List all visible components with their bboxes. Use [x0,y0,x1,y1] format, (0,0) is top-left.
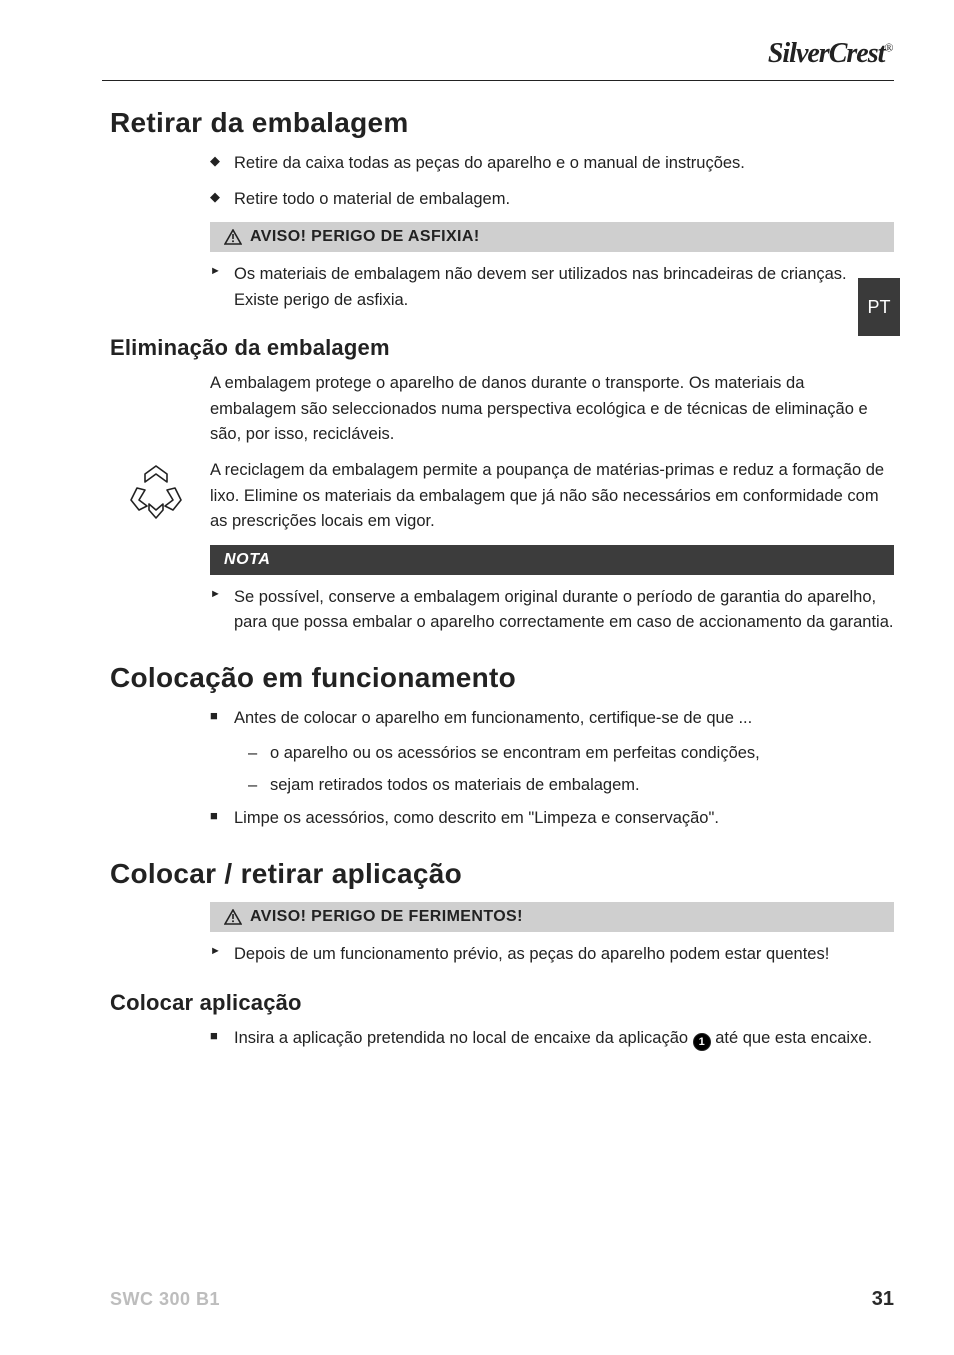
list-item: Depois de um funcionamento prévio, as pe… [210,942,894,968]
model-label: SWC 300 B1 [110,1289,220,1310]
section-title-attach: Colocar / retirar aplicação [110,858,894,890]
reference-badge: 1 [693,1033,711,1051]
operation-list-2: Limpe os acessórios, como descrito em "L… [210,806,894,832]
warning-list: Depois de um funcionamento prévio, as pe… [210,942,894,968]
list-item: Os materiais de embalagem não devem ser … [210,262,894,313]
operation-list: Antes de colocar o aparelho em funcionam… [210,706,894,732]
list-item: Retire todo o material de embalagem. [210,187,894,213]
section-title-disposal: Eliminação da embalagem [110,335,894,361]
brand-text: SilverCrest [768,38,885,69]
brand-logo: SilverCrest® [768,38,894,70]
paragraph: A embalagem protege o aparelho de danos … [210,371,894,448]
page-number: 31 [872,1288,894,1311]
list-item: Retire da caixa todas as peças do aparel… [210,151,894,177]
warning-bar-ferimentos: AVISO! PERIGO DE FERIMENTOS! [210,902,894,932]
list-item: sejam retirados todos os materiais de em… [248,773,894,799]
warning-bar-asfixia: AVISO! PERIGO DE ASFIXIA! [210,222,894,252]
section-title-insert: Colocar aplicação [110,990,894,1016]
warning-icon [224,909,242,925]
note-bar: NOTA [210,545,894,575]
warning-title: AVISO! PERIGO DE ASFIXIA! [250,228,480,246]
section-title-operation: Colocação em funcionamento [110,662,894,694]
note-title: NOTA [224,551,271,568]
note-list: Se possível, conserve a embalagem origin… [210,585,894,636]
operation-sublist: o aparelho ou os acessórios se encontram… [248,741,894,798]
list-item: Limpe os acessórios, como descrito em "L… [210,806,894,832]
insert-list: Insira a aplicação pretendida no local d… [210,1026,894,1052]
warning-list: Os materiais de embalagem não devem ser … [210,262,894,313]
list-item: o aparelho ou os acessórios se encontram… [248,741,894,767]
header-rule [102,80,894,81]
page-footer: SWC 300 B1 31 [110,1288,894,1311]
recycle-block: A reciclagem da embalagem permite a poup… [210,458,894,535]
warning-title: AVISO! PERIGO DE FERIMENTOS! [250,908,523,926]
page: SilverCrest® PT Retirar da embalagem Ret… [0,0,954,1355]
unpack-list: Retire da caixa todas as peças do aparel… [210,151,894,212]
text-pre: Insira a aplicação pretendida no local d… [234,1029,693,1047]
section-title-unpack: Retirar da embalagem [110,107,894,139]
brand-reg: ® [884,41,894,55]
list-item: Antes de colocar o aparelho em funcionam… [210,706,894,732]
recycle-icon [125,460,187,522]
list-item: Se possível, conserve a embalagem origin… [210,585,894,636]
paragraph: A reciclagem da embalagem permite a poup… [210,458,894,535]
warning-icon [224,229,242,245]
list-item: Insira a aplicação pretendida no local d… [210,1026,894,1052]
text-post: até que esta encaixe. [711,1029,872,1047]
